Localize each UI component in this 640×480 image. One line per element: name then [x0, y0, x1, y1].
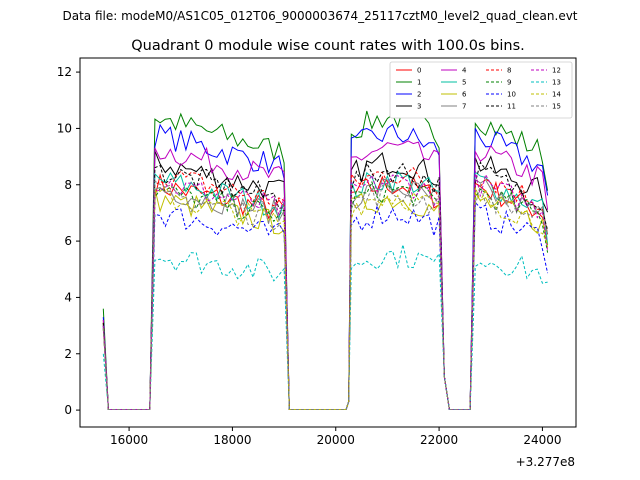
series-line-11 [102, 161, 549, 410]
y-tick-label: 2 [64, 347, 72, 361]
x-tick-label: 24000 [523, 433, 561, 447]
legend-label-6: 6 [462, 91, 467, 99]
legend-label-1: 1 [417, 79, 421, 87]
x-tick-label: 18000 [213, 433, 251, 447]
chart-title: Quadrant 0 module wise count rates with … [131, 38, 525, 54]
y-tick-label: 0 [64, 403, 72, 417]
legend-label-13: 13 [552, 79, 561, 87]
series-line-12 [102, 171, 549, 410]
legend-label-11: 11 [507, 103, 516, 111]
legend-label-10: 10 [507, 91, 516, 99]
x-tick-label: 16000 [110, 433, 148, 447]
plot-lines [102, 107, 549, 410]
x-tick-label: 20000 [317, 433, 355, 447]
series-line-0 [102, 173, 549, 410]
legend-label-9: 9 [507, 79, 511, 87]
y-tick-label: 4 [64, 290, 72, 304]
series-line-1 [102, 107, 549, 410]
legend-label-0: 0 [417, 67, 421, 75]
legend-label-7: 7 [462, 103, 466, 111]
x-tick-label: 22000 [420, 433, 458, 447]
y-tick-label: 6 [64, 234, 72, 248]
series-line-13 [102, 244, 548, 410]
series-line-7 [102, 178, 549, 410]
series-line-10 [102, 201, 549, 410]
figure-suptitle: Data file: modeM0/AS1C05_012T06_90000036… [62, 9, 577, 23]
y-tick-label: 10 [57, 121, 72, 135]
legend-label-8: 8 [507, 67, 511, 75]
y-axis: 0 2 4 6 8 10 12 [57, 65, 80, 417]
axes-frame [79, 57, 577, 428]
legend-label-3: 3 [417, 103, 421, 111]
legend-label-5: 5 [462, 79, 466, 87]
series-line-14 [102, 186, 549, 410]
legend-label-12: 12 [552, 67, 561, 75]
series-line-15 [102, 180, 549, 410]
y-tick-label: 8 [64, 178, 72, 192]
legend-label-14: 14 [552, 91, 561, 99]
legend-box [389, 61, 573, 119]
x-offset-label: +3.277e8 [516, 455, 575, 469]
legend-label-2: 2 [417, 91, 421, 99]
series-line-6 [102, 188, 549, 410]
x-axis: 16000 18000 20000 22000 24000 [110, 427, 562, 447]
y-tick-label: 12 [57, 65, 72, 79]
legend-label-4: 4 [462, 67, 467, 75]
legend-label-15: 15 [552, 103, 561, 111]
